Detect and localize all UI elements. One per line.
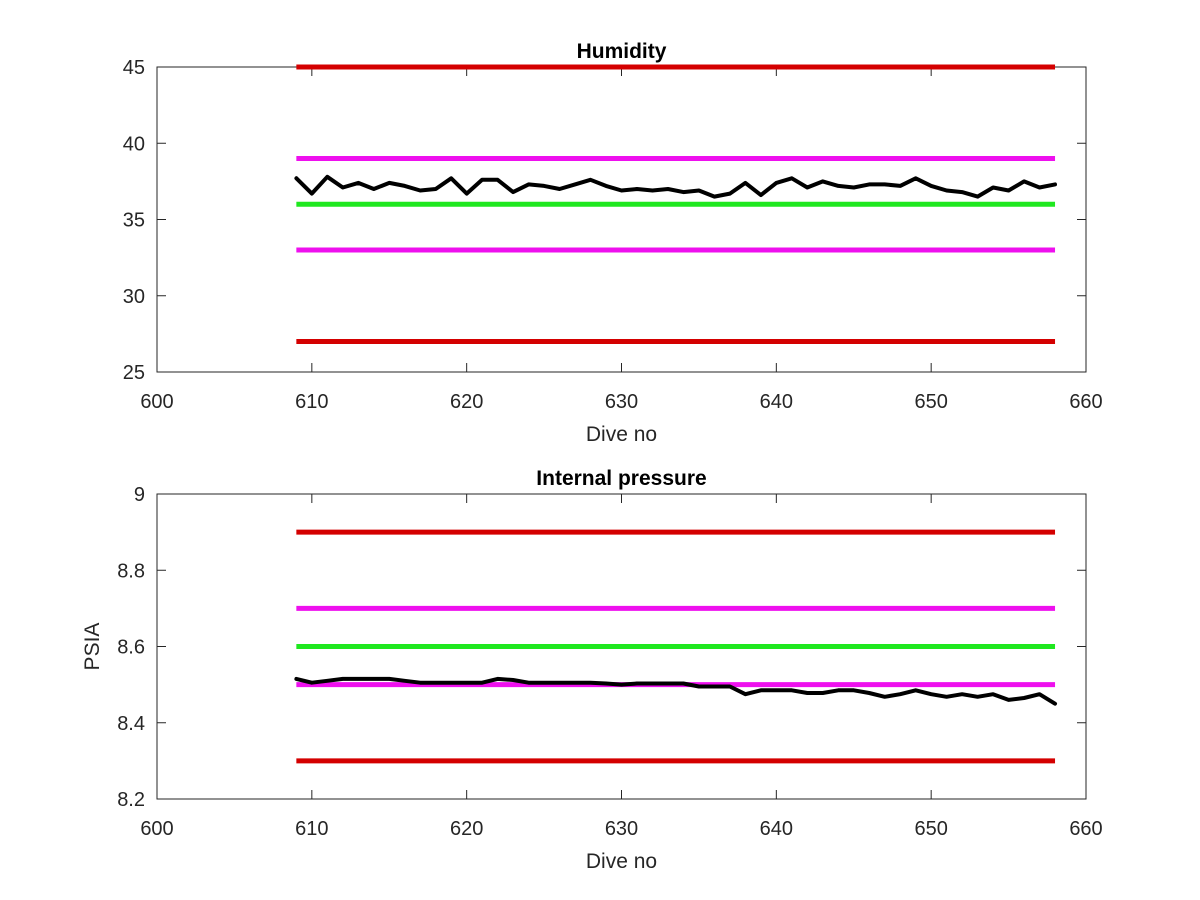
chart-title: Humidity bbox=[577, 40, 667, 63]
x-axis-label: Dive no bbox=[586, 423, 657, 446]
x-tick-label: 600 bbox=[140, 391, 173, 413]
chart-title: Internal pressure bbox=[536, 467, 706, 490]
humidity-chart: 600 610 620 630 640 650 660 25 30 35 40 45 Humidity D… bbox=[123, 40, 1103, 446]
y-tick-label: 9 bbox=[134, 484, 145, 506]
x-tick-label: 600 bbox=[140, 818, 173, 840]
x-tick-label: 650 bbox=[914, 818, 947, 840]
internal-pressure-chart: 600 610 620 630 640 650 660 8.2 8.4 8.6 8.8 9 Intern… bbox=[81, 467, 1103, 873]
x-tick-label: 620 bbox=[450, 391, 483, 413]
x-tick-label: 630 bbox=[605, 818, 638, 840]
y-tick-label: 30 bbox=[123, 286, 145, 308]
x-axis-label: Dive no bbox=[586, 850, 657, 873]
x-tick-label: 660 bbox=[1069, 391, 1102, 413]
x-tick-label: 640 bbox=[760, 391, 793, 413]
y-axis-label: PSIA bbox=[81, 623, 104, 671]
x-tick-label: 620 bbox=[450, 818, 483, 840]
x-tick-label: 630 bbox=[605, 391, 638, 413]
x-tick-label: 610 bbox=[295, 818, 328, 840]
y-tick-label: 8.6 bbox=[117, 637, 145, 659]
series-line bbox=[294, 174, 1057, 199]
y-tick-label: 40 bbox=[123, 133, 145, 155]
y-tick-label: 8.2 bbox=[117, 789, 145, 811]
y-tick-label: 45 bbox=[123, 57, 145, 79]
series-line bbox=[294, 676, 1057, 706]
x-tick-label: 660 bbox=[1069, 818, 1102, 840]
y-tick-label: 8.4 bbox=[117, 713, 145, 735]
y-tick-label: 35 bbox=[123, 210, 145, 232]
y-tick-label: 25 bbox=[123, 362, 145, 384]
x-tick-label: 650 bbox=[914, 391, 947, 413]
y-tick-label: 8.8 bbox=[117, 560, 145, 582]
x-tick-label: 640 bbox=[760, 818, 793, 840]
x-tick-label: 610 bbox=[295, 391, 328, 413]
